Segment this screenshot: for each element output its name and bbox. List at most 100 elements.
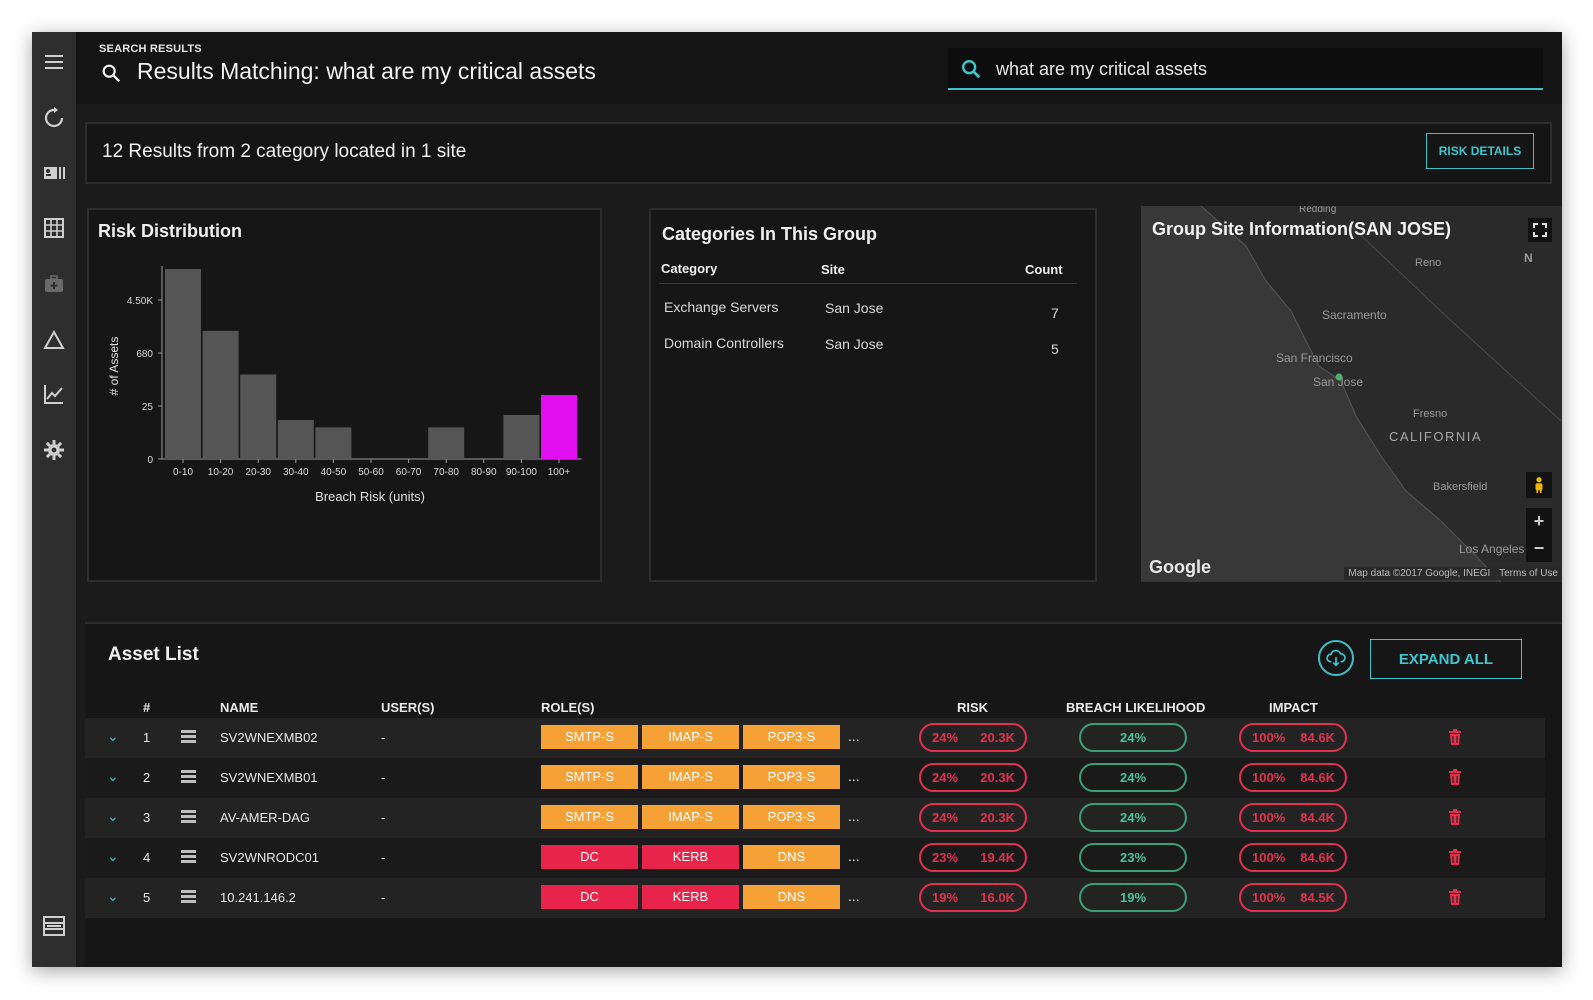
table-row[interactable]: ⌄ 4 SV2WNRODC01 - DC KERB DNS... 23% 19.4K 23% 100… — [85, 838, 1545, 878]
impact-column-header[interactable]: IMPACT — [1269, 700, 1318, 715]
chevron-down-icon[interactable]: ⌄ — [107, 888, 119, 904]
trash-icon[interactable] — [1448, 849, 1462, 865]
menu-icon[interactable] — [32, 44, 76, 80]
zoom-in-button[interactable]: + — [1526, 508, 1552, 535]
impact-value: 84.5K — [1300, 890, 1335, 905]
more-roles[interactable]: ... — [848, 728, 860, 744]
map-label-los-angeles: Los Angeles — [1459, 542, 1525, 556]
google-logo: Google — [1149, 557, 1211, 577]
role-tag: DC — [541, 885, 638, 909]
chevron-down-icon[interactable]: ⌄ — [107, 768, 119, 784]
impact-value: 84.6K — [1300, 730, 1335, 745]
role-tag: POP3-S — [743, 765, 840, 789]
map-attribution: Map data ©2017 Google, INEGI Terms of Us… — [1344, 567, 1562, 580]
more-roles[interactable]: ... — [848, 768, 860, 784]
map-label-nv: N — [1524, 251, 1533, 265]
role-tag: DC — [541, 845, 638, 869]
trend-chart-icon[interactable] — [32, 376, 76, 412]
more-roles[interactable]: ... — [848, 888, 860, 904]
search-input[interactable] — [996, 54, 1526, 84]
server-icon — [181, 850, 196, 863]
medkit-icon[interactable] — [32, 266, 76, 302]
site-cell: San Jose — [825, 336, 884, 352]
risk-column-header[interactable]: RISK — [957, 700, 989, 715]
trash-icon[interactable] — [1448, 809, 1462, 825]
risk-percent: 24% — [932, 810, 959, 825]
histogram-bar — [541, 395, 577, 459]
gear-icon[interactable] — [32, 432, 76, 468]
x-tick-label: 40-50 — [321, 467, 347, 478]
map-title: Group Site Information(SAN JOSE) — [1152, 219, 1452, 239]
x-tick-label: 20-30 — [245, 467, 271, 478]
map-label-redding: Redding — [1299, 206, 1337, 215]
row-number: 4 — [143, 850, 151, 865]
chevron-down-icon[interactable]: ⌄ — [107, 848, 119, 864]
categories-panel: Categories In This Group Category Site C… — [649, 208, 1097, 582]
download-icon[interactable] — [1318, 640, 1354, 676]
site-column-header: Site — [821, 262, 845, 277]
street-view-pegman-icon[interactable] — [1526, 472, 1552, 498]
risk-pill: 24% 20.3K — [919, 723, 1027, 752]
risk-pill: 19% 16.0K — [919, 883, 1027, 912]
terms-of-use-link[interactable]: Terms of Use — [1499, 568, 1558, 579]
asset-name-link[interactable]: AV-AMER-DAG — [220, 810, 311, 825]
role-tag: KERB — [642, 885, 739, 909]
id-card-icon[interactable] — [32, 155, 76, 191]
x-tick-label: 60-70 — [396, 467, 422, 478]
name-column-header[interactable]: NAME — [220, 700, 259, 715]
asset-users: - — [381, 890, 386, 905]
table-row[interactable]: ⌄ 3 AV-AMER-DAG - SMTP-S IMAP-S POP3-S... 24% 20… — [85, 798, 1545, 838]
users-column-header[interactable]: USER(S) — [381, 700, 435, 715]
risk-details-button[interactable]: RISK DETAILS — [1426, 133, 1534, 169]
risk-pill: 24% 20.3K — [919, 803, 1027, 832]
server-rack-icon[interactable] — [32, 908, 76, 944]
role-tag: IMAP-S — [642, 725, 739, 749]
refresh-icon[interactable] — [32, 100, 76, 136]
histogram-bar — [165, 269, 201, 459]
site-map-panel[interactable]: Group Site Information(SAN JOSE) Redding… — [1141, 206, 1562, 582]
map-label-bakersfield: Bakersfield — [1433, 481, 1488, 493]
more-roles[interactable]: ... — [848, 808, 860, 824]
server-icon — [181, 770, 196, 783]
x-tick-label: 10-20 — [208, 467, 234, 478]
x-tick-label: 100+ — [548, 467, 571, 478]
table-row[interactable]: ⌄ 2 SV2WNEXMB01 - SMTP-S IMAP-S POP3-S... 24% 20… — [85, 758, 1545, 798]
fullscreen-icon[interactable] — [1528, 218, 1552, 242]
trash-icon[interactable] — [1448, 729, 1462, 745]
categories-title: Categories In This Group — [662, 224, 878, 244]
y-axis-label: # of Assets — [107, 337, 121, 396]
expand-all-button[interactable]: EXPAND ALL — [1370, 639, 1522, 679]
trash-icon[interactable] — [1448, 889, 1462, 905]
asset-users: - — [381, 770, 386, 785]
impact-pill: 100% 84.6K — [1239, 843, 1347, 872]
asset-name-link[interactable]: 10.241.146.2 — [220, 890, 296, 905]
y-tick-label: 0 — [147, 455, 153, 466]
more-roles[interactable]: ... — [848, 848, 860, 864]
asset-name-link[interactable]: SV2WNRODC01 — [220, 850, 319, 865]
risk-value: 20.3K — [980, 810, 1015, 825]
breach-likelihood-column-header[interactable]: BREACH LIKELIHOOD — [1066, 700, 1206, 715]
chevron-down-icon[interactable]: ⌄ — [107, 808, 119, 824]
roles-column-header[interactable]: ROLE(S) — [541, 700, 595, 715]
row-number: 3 — [143, 810, 151, 825]
row-number: 5 — [143, 890, 151, 905]
table-row[interactable]: ⌄ 1 SV2WNEXMB02 - SMTP-S IMAP-S POP3-S... 24% 20… — [85, 718, 1545, 758]
chevron-down-icon[interactable]: ⌄ — [107, 728, 119, 744]
warning-triangle-icon[interactable] — [32, 322, 76, 358]
role-tag: POP3-S — [743, 725, 840, 749]
search-bar[interactable] — [948, 48, 1543, 90]
count-cell: 7 — [1051, 305, 1059, 321]
trash-icon[interactable] — [1448, 769, 1462, 785]
row-number: 2 — [143, 770, 151, 785]
zoom-out-button[interactable]: − — [1526, 535, 1552, 562]
site-cell: San Jose — [825, 300, 884, 316]
asset-name-link[interactable]: SV2WNEXMB02 — [220, 730, 318, 745]
asset-name-link[interactable]: SV2WNEXMB01 — [220, 770, 318, 785]
breach-likelihood-pill: 23% — [1079, 843, 1187, 872]
y-tick-label: 680 — [136, 349, 153, 360]
impact-percent: 100% — [1252, 890, 1286, 905]
grid-icon[interactable] — [32, 210, 76, 246]
risk-value: 16.0K — [980, 890, 1015, 905]
sidebar — [32, 32, 76, 967]
table-row[interactable]: ⌄ 5 10.241.146.2 - DC KERB DNS... 19% 16.0K 19% 10… — [85, 878, 1545, 918]
